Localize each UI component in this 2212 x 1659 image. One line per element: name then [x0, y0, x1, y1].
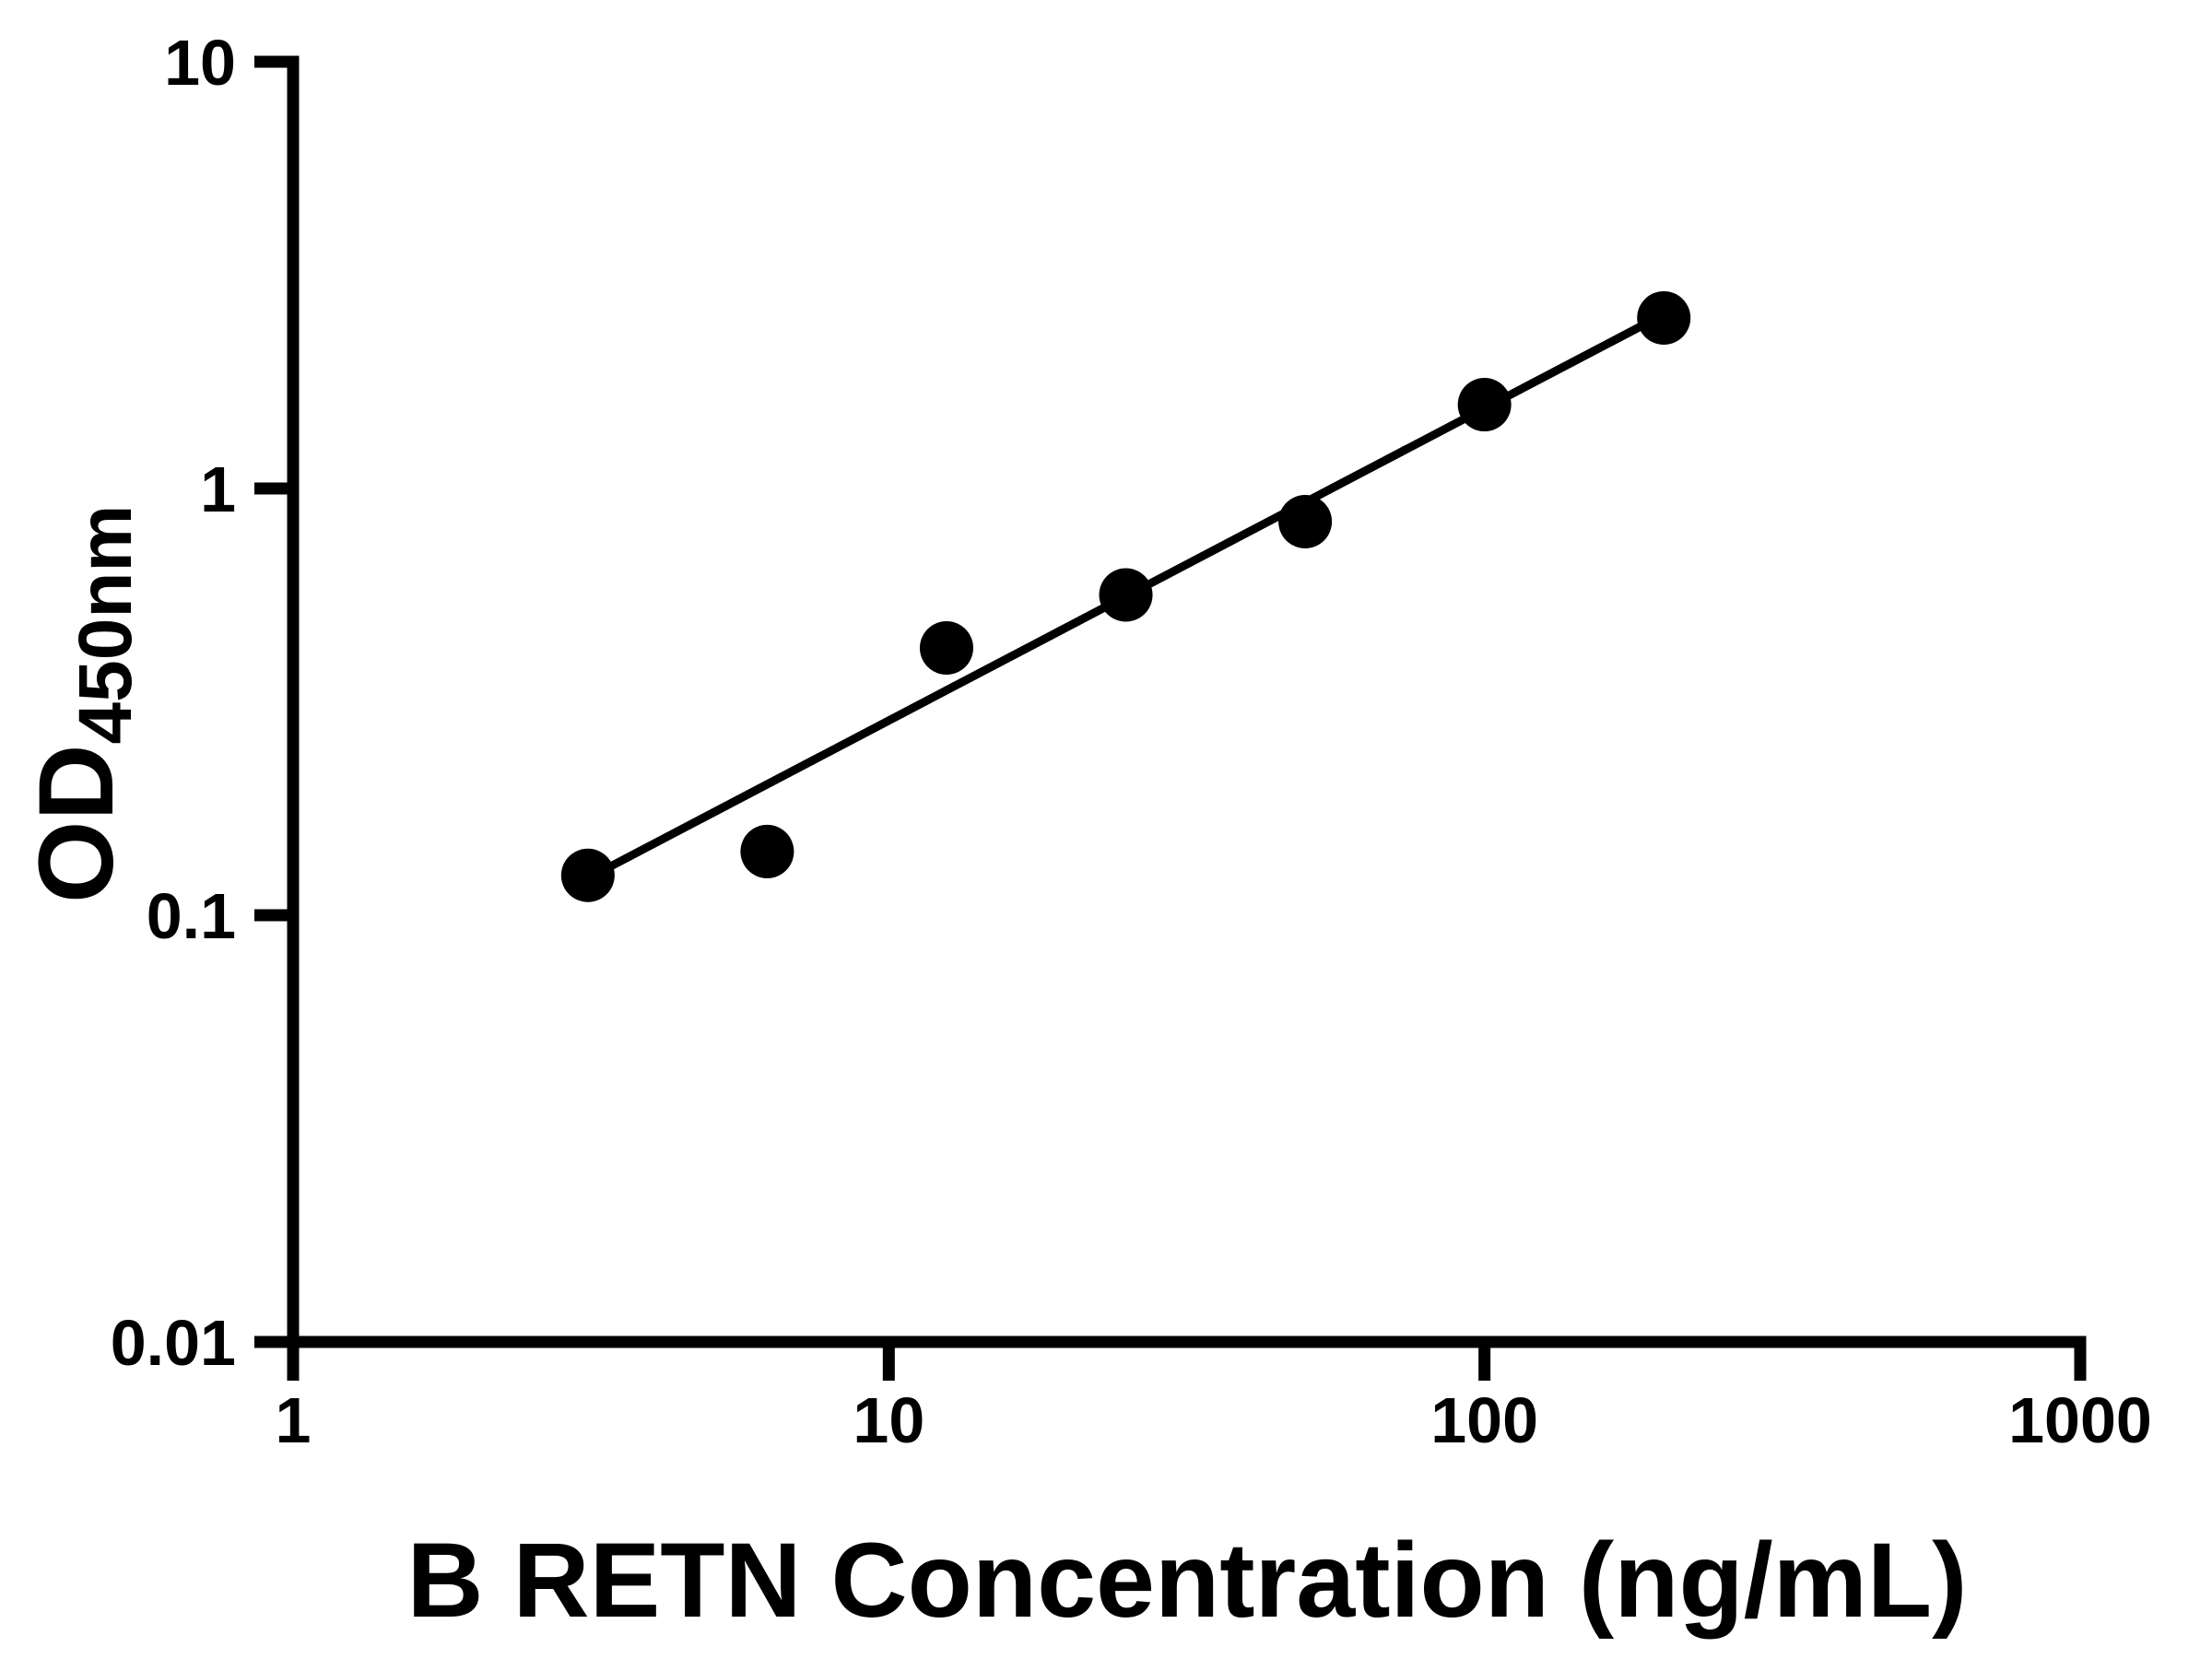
y-tick-label: 10: [164, 27, 236, 99]
data-point: [1637, 290, 1691, 345]
data-point: [919, 621, 973, 676]
data-point: [1099, 568, 1153, 622]
y-tick-label: 0.01: [111, 1307, 236, 1379]
x-axis-title: B RETN Concentration (ng/mL): [407, 1522, 1968, 1640]
data-point: [560, 848, 615, 902]
y-tick-label: 0.1: [147, 880, 236, 952]
x-tick-label: 10: [853, 1384, 924, 1456]
y-axis-title-subscript: 450nm: [64, 505, 147, 745]
data-point: [1278, 495, 1333, 549]
y-axis-title: OD450nm: [18, 505, 147, 903]
axes-layer: 10 1 0.1 0.01 1 10 100 1000: [111, 27, 2152, 1456]
y-axis-title-main: OD: [18, 745, 135, 904]
data-point: [740, 824, 794, 878]
data-point: [1457, 378, 1512, 432]
y-tick-label: 1: [200, 453, 236, 525]
x-tick-label: 100: [1430, 1384, 1538, 1456]
x-tick-label: 1: [276, 1384, 312, 1456]
x-tick-label: 1000: [2008, 1384, 2152, 1456]
data-points-layer: [560, 290, 1691, 902]
